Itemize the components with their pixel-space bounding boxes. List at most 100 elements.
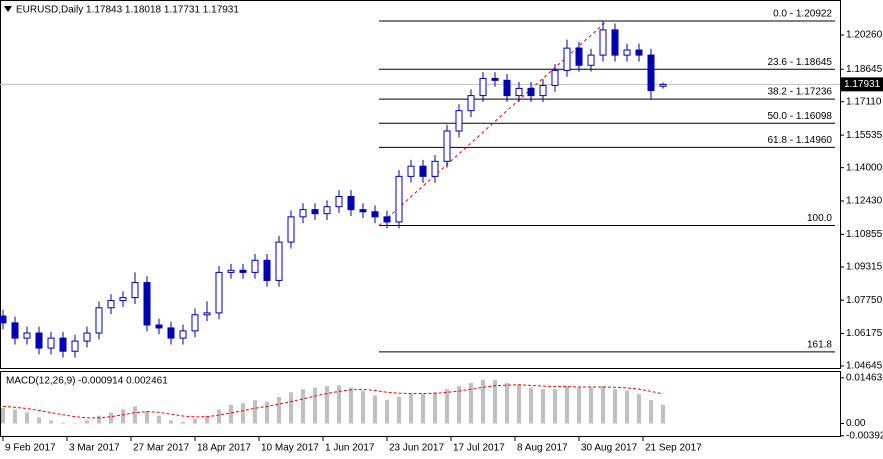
candle-body bbox=[287, 216, 295, 243]
macd-bar bbox=[37, 417, 41, 424]
candle-body bbox=[515, 87, 523, 97]
candle-body bbox=[419, 165, 427, 177]
macd-bar bbox=[313, 387, 317, 424]
y-tick-label: 1.15535 bbox=[846, 130, 883, 141]
macd-bar bbox=[529, 387, 533, 424]
y-tick-label: 1.09315 bbox=[846, 262, 883, 273]
candle-body bbox=[623, 49, 631, 56]
candle-body bbox=[203, 312, 211, 316]
candle-body bbox=[59, 337, 67, 352]
x-tick-label: 1 Jun 2017 bbox=[325, 443, 375, 454]
candle-body bbox=[0, 315, 7, 324]
y-tick-label: 1.06175 bbox=[846, 328, 883, 339]
macd-bar bbox=[493, 379, 497, 424]
y-tick-label: 0.01463 bbox=[846, 372, 883, 383]
macd-bar bbox=[445, 389, 449, 424]
candle-body bbox=[239, 269, 247, 273]
macd-bar bbox=[457, 386, 461, 424]
macd-bar bbox=[325, 386, 329, 424]
candle-body bbox=[527, 87, 535, 97]
macd-bar bbox=[121, 409, 125, 424]
signal-line bbox=[2, 384, 664, 419]
candle-body bbox=[359, 209, 367, 213]
macd-bar bbox=[265, 401, 269, 424]
collapse-icon bbox=[4, 6, 12, 12]
price-pane-frame bbox=[0, 0, 841, 369]
macd-bar bbox=[421, 393, 425, 424]
macd-bar bbox=[97, 415, 101, 424]
y-tick-label: 1.12430 bbox=[846, 196, 883, 207]
macd-bar bbox=[193, 418, 197, 424]
macd-bar bbox=[373, 395, 377, 424]
macd-bar bbox=[85, 420, 89, 424]
candle-body bbox=[635, 49, 643, 56]
macd-bar bbox=[25, 412, 29, 424]
macd-bar bbox=[541, 389, 545, 424]
candle-body bbox=[491, 77, 499, 81]
macd-bar bbox=[385, 400, 389, 424]
macd-bar bbox=[49, 420, 53, 424]
x-tick-label: 17 Jul 2017 bbox=[453, 443, 505, 454]
candle-body bbox=[335, 196, 343, 208]
candle-body bbox=[107, 300, 115, 309]
macd-bar bbox=[13, 409, 17, 424]
macd-bar bbox=[661, 404, 665, 424]
candle-body bbox=[371, 211, 379, 218]
candle-body bbox=[575, 47, 583, 66]
y-tick-label: 1.14000 bbox=[846, 162, 883, 173]
y-tick-label: 1.04645 bbox=[846, 361, 883, 372]
candle-body bbox=[131, 282, 139, 299]
candle-body bbox=[191, 314, 199, 332]
macd-bar bbox=[61, 422, 65, 424]
y-tick-label: -0.003929 bbox=[846, 430, 883, 441]
candle-body bbox=[563, 47, 571, 71]
candle-body bbox=[95, 307, 103, 334]
candle-body bbox=[479, 77, 487, 97]
y-tick-label: 1.18645 bbox=[846, 64, 883, 75]
macd-bar bbox=[145, 411, 149, 424]
last-price-label: 1.17931 bbox=[844, 79, 881, 90]
candle-body bbox=[251, 259, 259, 273]
y-tick-label: 1.10855 bbox=[846, 229, 883, 240]
macd-bar bbox=[637, 393, 641, 424]
macd-bar bbox=[565, 386, 569, 424]
candle-body bbox=[347, 196, 355, 211]
candle-body bbox=[71, 340, 79, 352]
candle-body bbox=[311, 209, 319, 215]
candle-body bbox=[215, 271, 223, 314]
macd-bar bbox=[205, 415, 209, 424]
macd-bar bbox=[1, 407, 5, 424]
candle-body bbox=[83, 332, 91, 342]
macd-bar bbox=[349, 387, 353, 424]
candle-body bbox=[407, 165, 415, 177]
macd-bar bbox=[337, 385, 341, 424]
candle-body bbox=[299, 209, 307, 218]
macd-bar bbox=[109, 412, 113, 424]
candle-body bbox=[443, 130, 451, 162]
x-tick-label: 18 Apr 2017 bbox=[197, 443, 251, 454]
macd-bar bbox=[229, 404, 233, 424]
candle-body bbox=[455, 110, 463, 132]
macd-bar bbox=[469, 382, 473, 424]
macd-bar bbox=[241, 403, 245, 424]
candle-body bbox=[611, 29, 619, 56]
candle-body bbox=[383, 216, 391, 223]
x-tick-label: 30 Aug 2017 bbox=[581, 443, 638, 454]
candle-body bbox=[587, 54, 595, 66]
candle-body bbox=[35, 332, 43, 349]
chart-title: EURUSD,Daily 1.17843 1.18018 1.17731 1.1… bbox=[16, 5, 239, 16]
macd-bar bbox=[553, 389, 557, 424]
macd-bar bbox=[361, 390, 365, 424]
candle-body bbox=[263, 259, 271, 281]
macd-bar bbox=[481, 379, 485, 424]
y-tick-label: 1.17110 bbox=[846, 96, 882, 107]
candle-body bbox=[599, 29, 607, 56]
fib-level-label: 0.0 - 1.20922 bbox=[773, 9, 832, 20]
candle-body bbox=[659, 83, 667, 87]
candle-body bbox=[395, 175, 403, 223]
candle-body bbox=[503, 79, 511, 97]
macd-bar bbox=[517, 384, 521, 424]
candle-body bbox=[119, 297, 127, 302]
